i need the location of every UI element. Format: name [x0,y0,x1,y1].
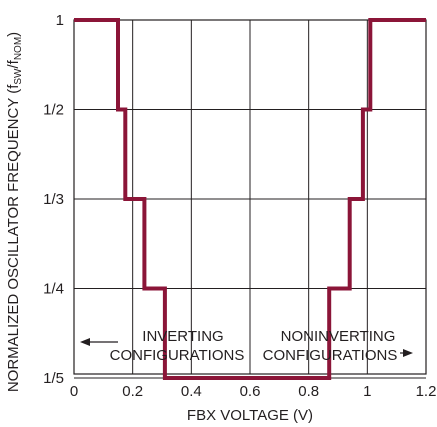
x-tick-label: 1 [363,383,371,400]
x-tick-label: 1.2 [416,383,437,400]
annotation-noninverting-line2: CONFIGURATIONS [263,347,398,364]
y-tick-label: 1/2 [43,101,64,118]
y-tick-labels: 1 1/2 1/3 1/4 1/5 [43,12,64,387]
y-axis-title-suffix: ) [5,32,22,37]
annotation-inverting-line1: INVERTING [142,328,223,345]
y-axis-title-sub1: SW [13,68,24,85]
y-tick-label: 1/5 [43,370,64,387]
annotation-noninverting-arrowhead [403,349,413,357]
x-tick-label: 0.4 [181,383,202,400]
annotation-noninverting-line1: NONINVERTING [281,328,396,345]
y-tick-label: 1/4 [43,280,64,297]
annotation-inverting: INVERTING CONFIGURATIONS [80,328,244,364]
x-axis-title: FBX VOLTAGE (V) [187,407,313,424]
x-tick-label: 0.8 [298,383,319,400]
y-axis-title-mid: /f [5,59,22,68]
x-tick-label: 0.6 [240,383,261,400]
y-tick-label: 1 [56,12,64,29]
annotation-inverting-line2: CONFIGURATIONS [110,347,245,364]
plot-frame [73,19,427,375]
x-tick-labels: 0 0.2 0.4 0.6 0.8 1 1.2 [70,383,437,400]
annotation-inverting-arrowhead [80,338,90,346]
y-axis-title-sub2: NOM [13,37,24,60]
y-tick-label: 1/3 [43,191,64,208]
x-tick-label: 0 [70,383,78,400]
y-axis-title-prefix: NORMALIZED OSCILLATOR FREQUENCY (f [5,84,22,392]
x-tick-label: 0.2 [122,383,143,400]
y-axis-title: NORMALIZED OSCILLATOR FREQUENCY (fSW/fNO… [5,32,24,392]
series-line [74,18,426,380]
annotation-noninverting: NONINVERTING CONFIGURATIONS [263,328,413,364]
